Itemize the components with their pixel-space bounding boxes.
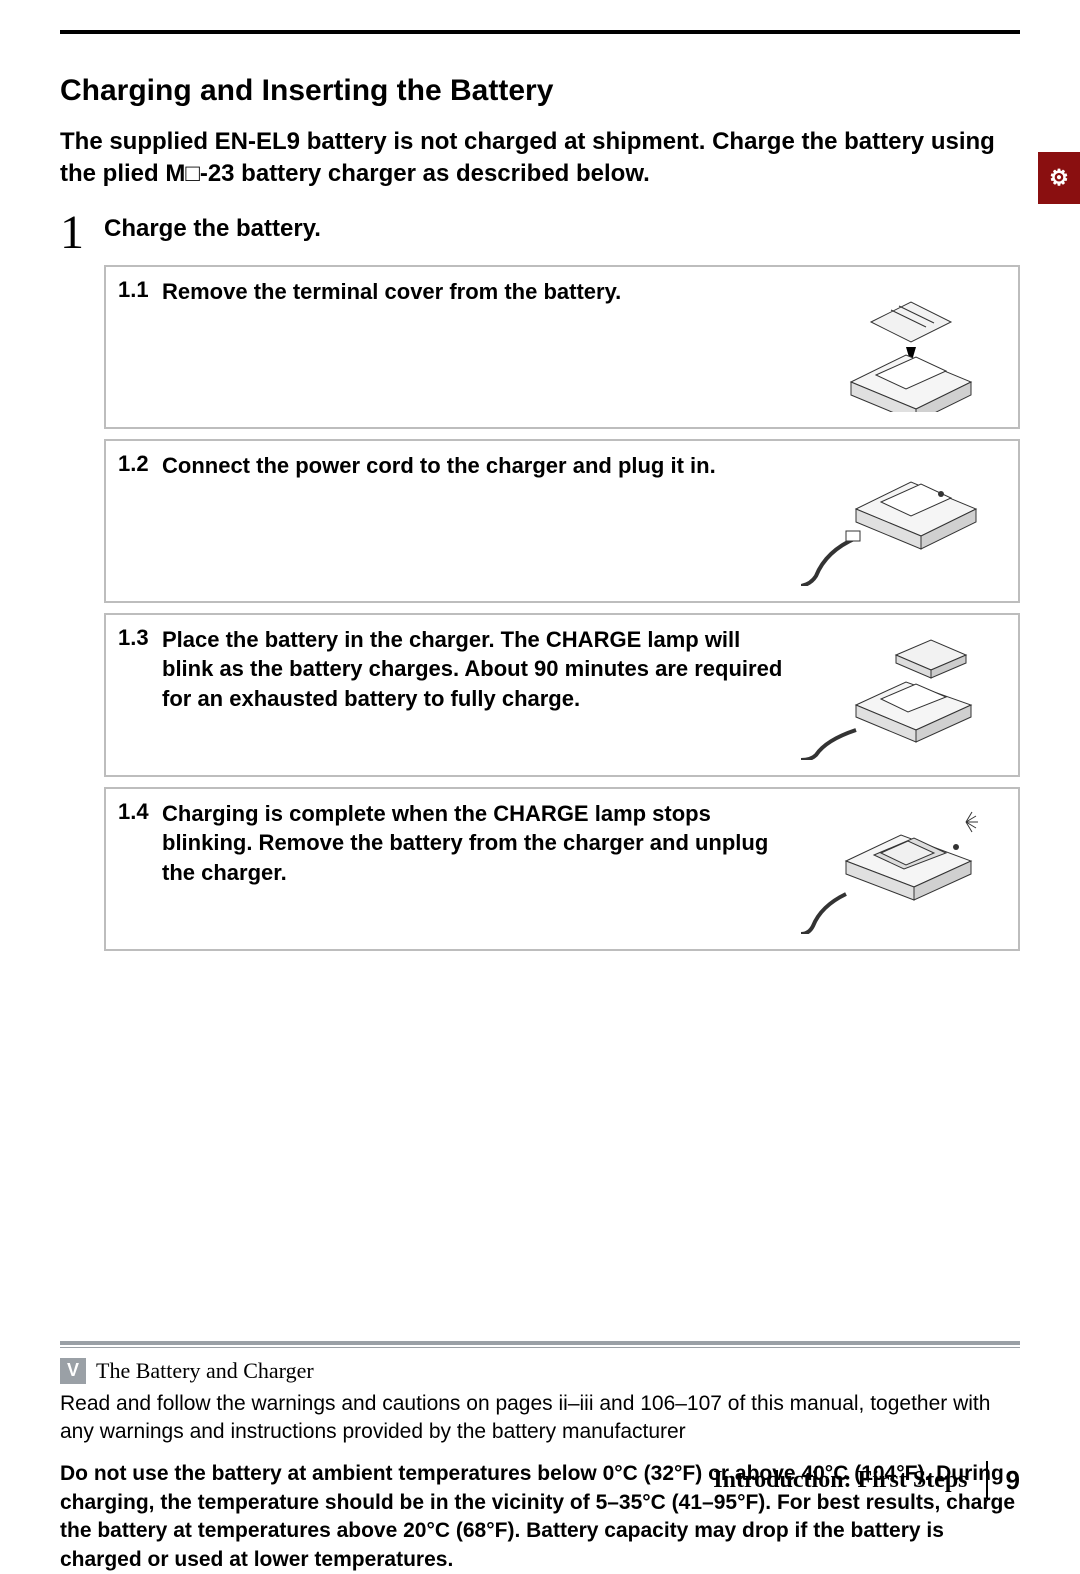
page-footer: Introduction: First Steps 9 bbox=[713, 1461, 1020, 1499]
substep-num: 1.2 bbox=[118, 451, 156, 477]
substep-text: 1.2 Connect the power cord to the charge… bbox=[118, 451, 796, 481]
step-title: Charge the battery. bbox=[104, 209, 321, 243]
footer-page-number: 9 bbox=[1006, 1465, 1020, 1496]
step-1-header: 1 Charge the battery. bbox=[60, 209, 1020, 257]
substep-body: Remove the terminal cover from the batte… bbox=[162, 277, 621, 307]
illustration-remove-cover bbox=[796, 277, 1006, 417]
substeps: 1.1 Remove the terminal cover from the b… bbox=[104, 265, 1020, 951]
illustration-plug-cord bbox=[796, 451, 1006, 591]
callout-rule-thin bbox=[60, 1347, 1020, 1348]
callout-header: V The Battery and Charger bbox=[60, 1358, 1020, 1384]
side-tab: ⚙ bbox=[1038, 152, 1080, 204]
substep-1-3: 1.3 Place the battery in the charger. Th… bbox=[104, 613, 1020, 777]
illustration-place-battery bbox=[796, 625, 1006, 765]
substep-body: Connect the power cord to the charger an… bbox=[162, 451, 716, 481]
check-icon: V bbox=[60, 1358, 86, 1384]
check-icon-letter: V bbox=[67, 1360, 79, 1381]
intro-text: The supplied EN-EL9 battery is not charg… bbox=[60, 126, 1020, 191]
footer-section-text: Introduction: First Steps bbox=[713, 1467, 967, 1494]
top-rule bbox=[60, 30, 1020, 34]
footer-divider bbox=[986, 1461, 988, 1499]
section-title: Charging and Inserting the Battery bbox=[60, 74, 1020, 108]
substep-text: 1.1 Remove the terminal cover from the b… bbox=[118, 277, 796, 307]
camera-icon: ⚙ bbox=[1049, 165, 1069, 191]
callout-title: The Battery and Charger bbox=[96, 1358, 314, 1384]
callout-paragraph: Read and follow the warnings and caution… bbox=[60, 1390, 1020, 1447]
substep-num: 1.3 bbox=[118, 625, 156, 651]
manual-page: ⚙ Charging and Inserting the Battery The… bbox=[0, 0, 1080, 1529]
substep-1-4: 1.4 Charging is complete when the CHARGE… bbox=[104, 787, 1020, 951]
substep-1-1: 1.1 Remove the terminal cover from the b… bbox=[104, 265, 1020, 429]
step-number: 1 bbox=[60, 209, 104, 257]
substep-num: 1.4 bbox=[118, 799, 156, 825]
substep-body: Charging is complete when the CHARGE lam… bbox=[162, 799, 784, 888]
substep-text: 1.4 Charging is complete when the CHARGE… bbox=[118, 799, 796, 888]
callout-rule-top bbox=[60, 1341, 1020, 1345]
substep-1-2: 1.2 Connect the power cord to the charge… bbox=[104, 439, 1020, 603]
substep-text: 1.3 Place the battery in the charger. Th… bbox=[118, 625, 796, 714]
substep-num: 1.1 bbox=[118, 277, 156, 303]
substep-body: Place the battery in the charger. The CH… bbox=[162, 625, 784, 714]
illustration-charging-complete bbox=[796, 799, 1006, 939]
